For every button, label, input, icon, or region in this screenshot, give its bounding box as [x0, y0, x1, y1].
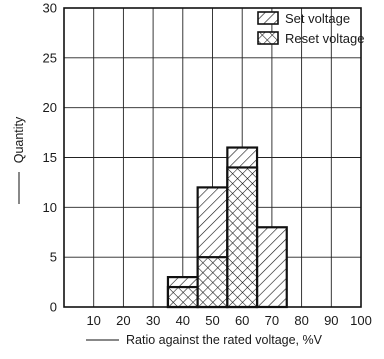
x-tick-label: 40	[176, 313, 190, 328]
legend-swatch-set-voltage	[257, 11, 279, 25]
x-axis-title: Ratio against the rated voltage, %V	[126, 333, 323, 347]
x-tick-label: 10	[86, 313, 100, 328]
x-tick-label: 70	[265, 313, 279, 328]
x-tick-label: 90	[324, 313, 338, 328]
x-axis-title-group: Ratio against the rated voltage, %V	[86, 333, 323, 347]
legend-label-set-voltage: Set voltage	[285, 11, 350, 26]
bar-set-voltage-70	[255, 226, 288, 309]
plot-area-frame	[63, 7, 362, 308]
x-tick-label: 30	[146, 313, 160, 328]
bar-reset-voltage-60	[226, 166, 259, 309]
x-tick-label: 80	[294, 313, 308, 328]
y-tick-label: 10	[43, 200, 57, 215]
y-tick-label: 0	[50, 300, 57, 315]
y-tick-label: 5	[50, 250, 57, 265]
legend: Set voltage Reset voltage	[257, 11, 365, 46]
x-tick-label: 20	[116, 313, 130, 328]
x-tick-label: 60	[235, 313, 249, 328]
legend-label-reset-voltage: Reset voltage	[285, 31, 365, 46]
bar-reset-voltage-40	[166, 285, 199, 309]
y-tick-label: 20	[43, 100, 57, 115]
y-tick-label: 25	[43, 50, 57, 65]
legend-swatch-reset-voltage	[257, 31, 279, 45]
x-tick-label: 100	[350, 313, 372, 328]
y-tick-label: 30	[43, 1, 57, 16]
y-axis-title-group: Quantity	[12, 116, 26, 204]
tick-labels: 0 5 10 15 20 25 30 10 20 30 40 50 60 70 80 90 100	[43, 1, 372, 329]
y-tick-label: 15	[43, 150, 57, 165]
bar-reset-voltage-50	[196, 256, 229, 309]
x-tick-label: 50	[205, 313, 219, 328]
bars	[166, 146, 288, 309]
y-axis-title: Quantity	[12, 116, 26, 163]
